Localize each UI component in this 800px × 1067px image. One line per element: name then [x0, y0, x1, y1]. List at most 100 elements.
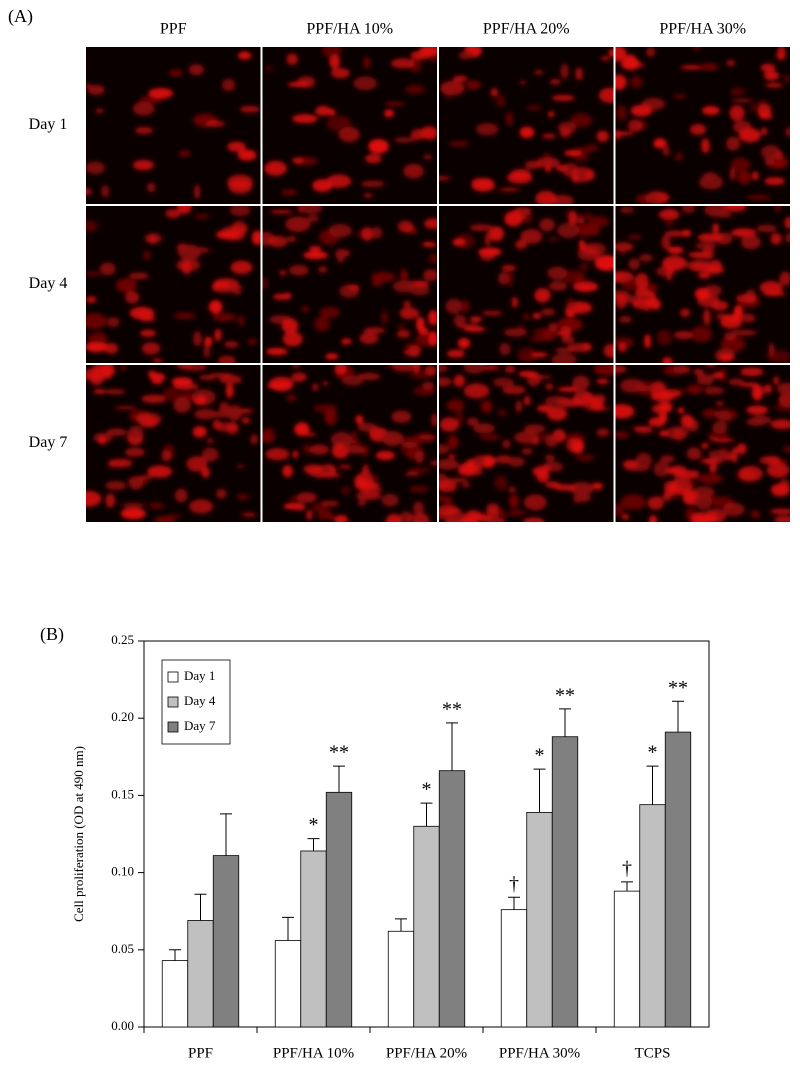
y-tick-label: 0.15 — [111, 786, 134, 801]
cell — [506, 271, 513, 287]
cell — [173, 312, 197, 320]
cell — [733, 305, 743, 320]
cell — [469, 316, 482, 323]
cell — [575, 387, 584, 400]
y-tick-label: 0.25 — [111, 632, 134, 647]
cell — [620, 494, 647, 510]
cell — [143, 250, 151, 261]
cell — [104, 342, 119, 355]
cell — [100, 185, 110, 198]
cell — [541, 308, 556, 316]
cell — [536, 433, 560, 443]
cell — [359, 332, 379, 345]
cell — [584, 169, 596, 181]
cell — [302, 251, 329, 260]
cell — [682, 229, 692, 237]
cell — [120, 507, 146, 520]
error-bar — [282, 916, 294, 941]
cell — [690, 326, 713, 343]
cell — [391, 410, 412, 423]
cell — [401, 436, 420, 445]
cell — [201, 467, 210, 478]
cell — [461, 482, 471, 488]
bar — [212, 855, 240, 1028]
cell — [785, 232, 790, 243]
cell — [355, 491, 382, 501]
cell — [551, 94, 575, 101]
cell — [770, 419, 790, 430]
cell — [303, 464, 323, 474]
cell — [502, 439, 511, 449]
cell — [472, 423, 496, 434]
cell — [583, 279, 592, 286]
cell — [268, 235, 288, 248]
cell — [148, 87, 174, 99]
cell — [725, 136, 741, 151]
cell — [594, 255, 614, 271]
cell — [703, 386, 725, 395]
cell — [189, 499, 214, 514]
cell — [88, 332, 108, 344]
error-bar — [621, 881, 633, 892]
bar — [526, 811, 553, 1028]
cell — [653, 461, 670, 477]
bar — [387, 930, 415, 1028]
cell — [217, 355, 237, 363]
cell — [582, 242, 607, 256]
row-label: Day 4 — [29, 275, 68, 292]
cell — [557, 222, 580, 239]
cell — [526, 105, 543, 111]
cell — [569, 482, 594, 496]
cell — [644, 334, 651, 349]
cell — [712, 438, 736, 443]
cell — [86, 271, 102, 276]
cell — [213, 287, 238, 294]
cell — [460, 300, 470, 313]
cell — [766, 462, 790, 478]
cell — [514, 431, 539, 444]
cell — [741, 235, 761, 250]
error-bar — [420, 802, 433, 827]
cell — [715, 453, 726, 462]
bar — [274, 940, 302, 1028]
cell — [658, 209, 680, 221]
cell — [764, 177, 786, 186]
cell — [615, 404, 635, 419]
cell — [219, 401, 230, 414]
cell — [446, 399, 465, 412]
legend-label: Day 1 — [184, 668, 215, 683]
cell — [766, 349, 790, 363]
cell — [502, 385, 526, 395]
cell — [192, 330, 202, 347]
cell — [596, 130, 609, 142]
cell — [735, 293, 758, 303]
cell — [206, 438, 214, 444]
cell — [668, 388, 688, 393]
cell — [129, 306, 155, 320]
cell — [384, 109, 395, 118]
cell — [592, 394, 607, 404]
cell — [750, 510, 761, 519]
cell — [664, 230, 687, 237]
cell — [288, 264, 309, 276]
cell — [523, 313, 530, 321]
cell — [769, 508, 790, 514]
cell — [124, 291, 140, 304]
cell — [490, 88, 499, 97]
cell — [615, 47, 627, 62]
cell — [463, 326, 486, 332]
cell — [740, 367, 764, 377]
cell — [703, 309, 711, 326]
error-bar — [446, 722, 458, 771]
cell — [547, 111, 555, 118]
cell — [286, 235, 297, 243]
cell — [638, 253, 654, 262]
y-tick-label: 0.00 — [111, 1018, 134, 1033]
cell — [457, 338, 471, 349]
cell — [646, 47, 656, 58]
cell — [697, 273, 711, 279]
cell-cluster — [262, 206, 437, 360]
cell — [564, 150, 583, 157]
cell — [297, 76, 316, 88]
cell — [363, 192, 373, 199]
